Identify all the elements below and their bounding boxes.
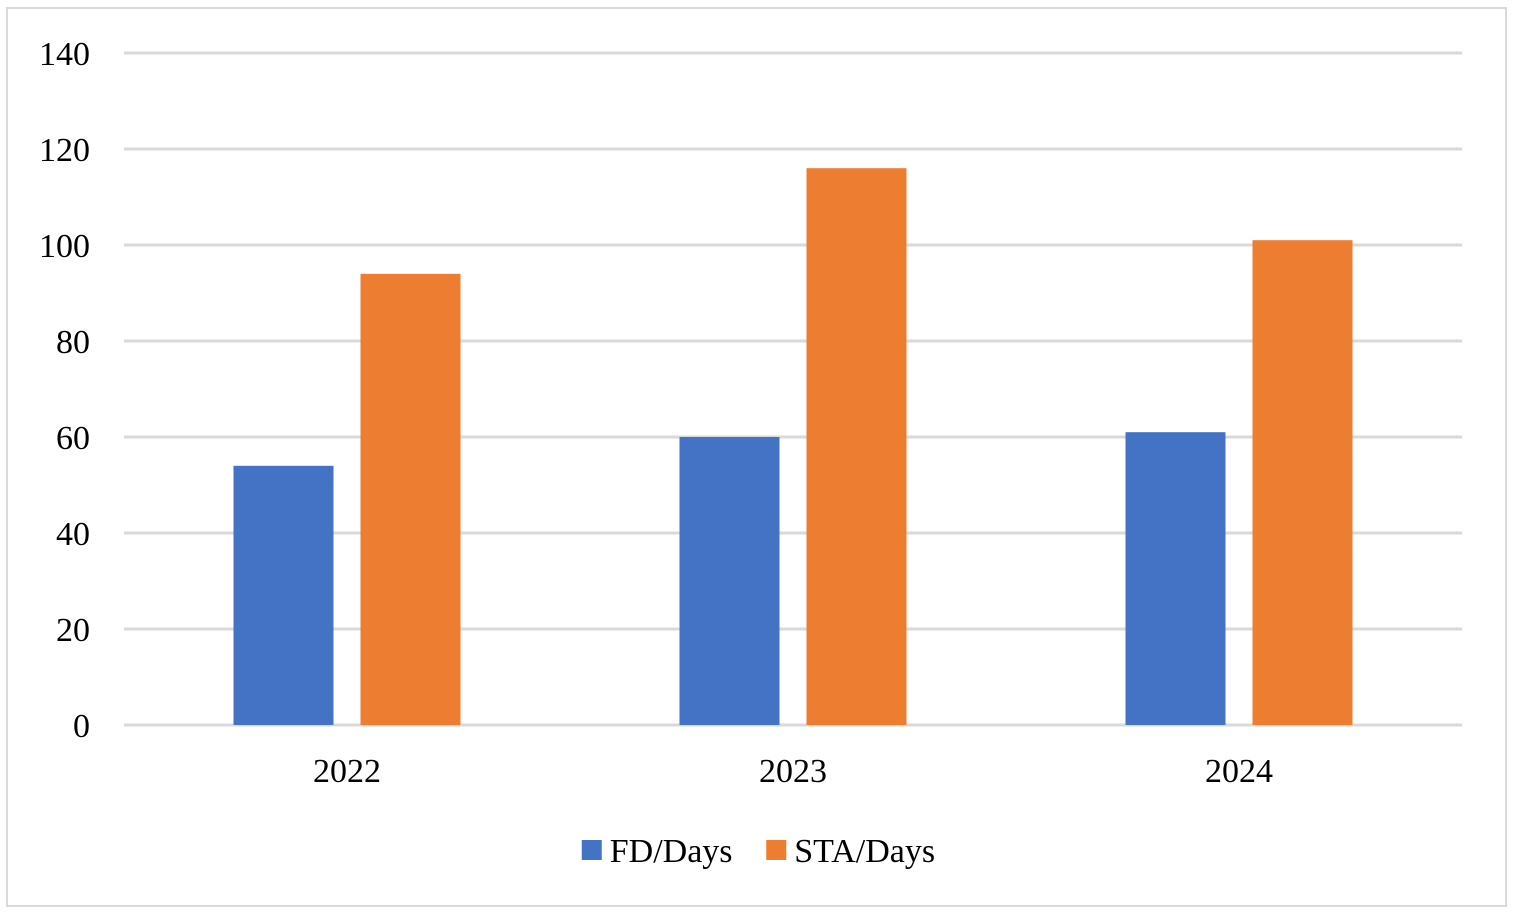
bar-sta-days-2023 <box>806 168 907 725</box>
x-axis-ticks: 2022 2023 2024 <box>313 753 1273 790</box>
bar-fd-days-2023 <box>679 437 780 725</box>
x-tick-label: 2024 <box>1205 753 1273 790</box>
y-tick-label: 60 <box>56 420 90 457</box>
legend-swatch-sta-days <box>766 840 787 860</box>
bar-sta-days-2024 <box>1252 240 1353 725</box>
x-tick-label: 2022 <box>313 753 381 790</box>
y-tick-label: 20 <box>56 612 90 649</box>
y-tick-label: 120 <box>39 132 90 169</box>
y-tick-label: 0 <box>73 708 90 745</box>
bars <box>233 168 1353 725</box>
bar-fd-days-2024 <box>1125 432 1226 725</box>
y-tick-label: 100 <box>39 228 90 265</box>
x-tick-label: 2023 <box>759 753 827 790</box>
gridlines <box>124 51 1462 727</box>
legend-swatch-fd-days <box>581 840 602 860</box>
y-tick-label: 80 <box>56 324 90 361</box>
y-tick-label: 40 <box>56 516 90 553</box>
legend: FD/Days STA/Days <box>581 833 935 870</box>
y-axis-ticks: 0 20 40 60 80 100 120 140 <box>39 36 90 745</box>
bar-fd-days-2022 <box>233 465 334 725</box>
legend-label-fd-days: FD/Days <box>610 833 733 870</box>
y-tick-label: 140 <box>39 36 90 73</box>
bar-sta-days-2022 <box>360 273 461 725</box>
legend-label-sta-days: STA/Days <box>794 833 935 870</box>
